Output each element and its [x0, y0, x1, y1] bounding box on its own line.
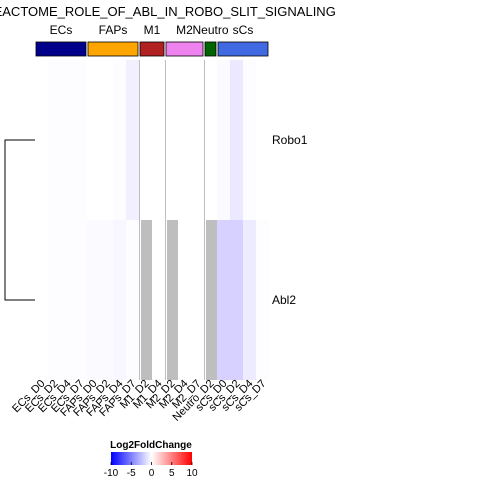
heatmap-cell: [48, 60, 61, 220]
chart-title: REACTOME_ROLE_OF_ABL_IN_ROBO_SLIT_SIGNAL…: [0, 4, 336, 19]
heatmap-cell: [256, 220, 269, 380]
missing-cell: [141, 220, 152, 380]
row-labels: Robo1 Abl2: [272, 133, 308, 307]
missing-cell: [206, 60, 217, 220]
color-legend: Log2FoldChange -10 -5 0 5 10: [104, 440, 198, 479]
heatmap-cell: [256, 60, 269, 220]
heatmap-cell: [243, 220, 256, 380]
group-bar-ecs: [35, 41, 87, 57]
missing-cell: [206, 220, 217, 380]
heatmap-cell: [35, 60, 48, 220]
missing-cell: [167, 60, 178, 220]
group-label-ecs: ECs: [50, 23, 73, 37]
heatmap-cell: [74, 220, 87, 380]
heatmap-cell: [113, 60, 126, 220]
legend-tick-label: 5: [169, 468, 175, 479]
heatmap-cell: [113, 220, 126, 380]
group-label-faps: FAPs: [99, 23, 128, 37]
heatmap-cell: [126, 220, 139, 380]
heatmap-cell: [217, 60, 230, 220]
heatmap-cell: [61, 60, 74, 220]
heatmap-cell: [230, 60, 243, 220]
heatmap-cell: [230, 220, 243, 380]
group-bar-faps: [87, 41, 139, 57]
group-labels: ECs FAPs M1 M2 Neutro sCs: [50, 23, 254, 37]
heatmap-cell: [191, 60, 204, 220]
legend-ticks: -10 -5 0 5 10: [104, 462, 198, 479]
heatmap-cell: [217, 220, 230, 380]
group-label-neutro: Neutro: [192, 23, 228, 37]
group-annotation-bar: [35, 41, 269, 57]
legend-tick-label: 0: [149, 468, 155, 479]
heatmap-cells: [35, 60, 269, 380]
legend-tick-label: -10: [104, 468, 119, 479]
missing-cell: [141, 60, 152, 220]
group-bar-neutro: [204, 41, 217, 57]
heatmap-cell: [126, 60, 139, 220]
row-label: Robo1: [272, 133, 308, 147]
group-bar-m2: [165, 41, 204, 57]
heatmap-cell: [100, 60, 113, 220]
dendrogram-branch: [4, 139, 35, 301]
group-label-m2: M2: [176, 23, 193, 37]
heatmap-cell: [35, 220, 48, 380]
legend-color-bar: [111, 452, 192, 465]
heatmap-cell: [87, 220, 100, 380]
row-label: Abl2: [272, 293, 296, 307]
heatmap-cell: [61, 220, 74, 380]
heatmap-cell: [191, 220, 204, 380]
heatmap-cell: [48, 220, 61, 380]
heatmap-cell: [87, 60, 100, 220]
missing-cell: [167, 220, 178, 380]
group-label-m1: M1: [144, 23, 161, 37]
legend-title: Log2FoldChange: [110, 440, 192, 451]
heatmap-cell: [100, 220, 113, 380]
group-bar-m1: [139, 41, 165, 57]
row-dendrogram: [4, 139, 35, 301]
heatmap-cell: [178, 60, 191, 220]
heatmap-cell: [243, 60, 256, 220]
column-labels: ECs_D0ECs_D2ECs_D4ECs_D7FAPs_D0FAPs_D2FA…: [10, 378, 268, 424]
heatmap-cell: [152, 60, 165, 220]
heatmap-cell: [178, 220, 191, 380]
group-bar-scs: [217, 41, 269, 57]
group-label-scs: sCs: [233, 23, 254, 37]
heatmap-cell: [152, 220, 165, 380]
heatmap-cell: [74, 60, 87, 220]
legend-tick-label: 10: [186, 468, 198, 479]
legend-tick-label: -5: [127, 468, 136, 479]
